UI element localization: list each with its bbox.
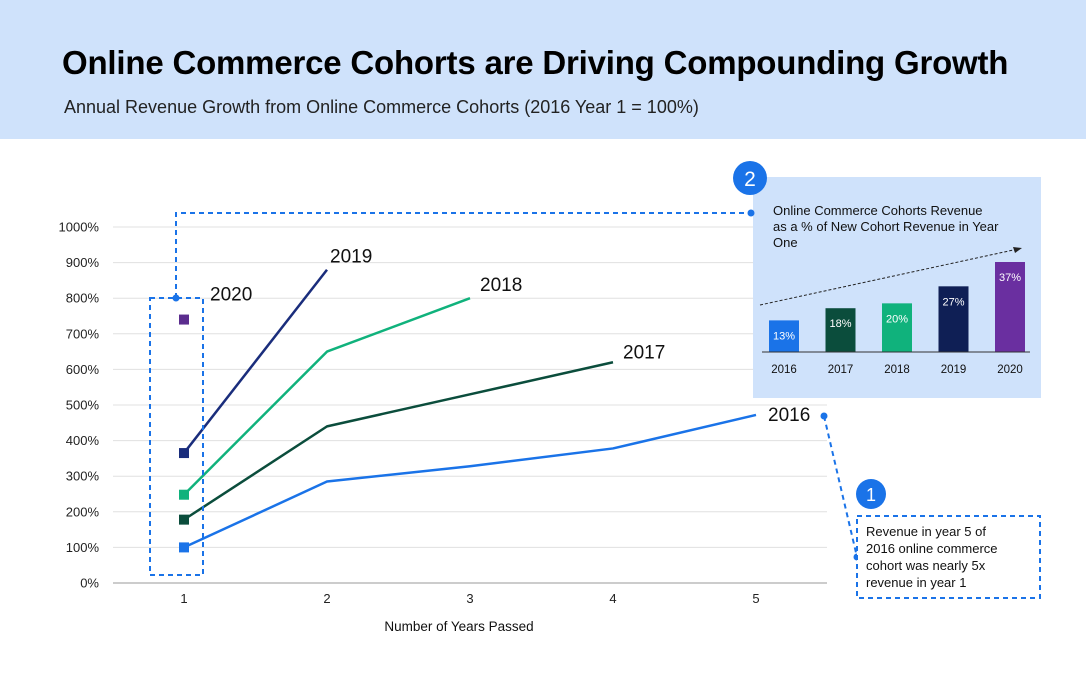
callout-1-text-line: 2016 online commerce xyxy=(866,541,998,556)
callout-1-text-line: revenue in year 1 xyxy=(866,575,966,590)
inset-bar-value-label: 18% xyxy=(829,318,851,330)
y-tick-label: 1000% xyxy=(59,220,100,235)
callout-1-number: 1 xyxy=(866,485,876,505)
series-line-2017 xyxy=(183,361,614,521)
callout-1-box xyxy=(856,515,1041,599)
inset-bar-category-label: 2018 xyxy=(884,364,910,376)
x-tick-label: 3 xyxy=(466,591,473,606)
inset-bar-2018 xyxy=(882,303,912,352)
trend-arrow-line xyxy=(759,248,1019,306)
x-tick-label: 5 xyxy=(752,591,759,606)
year1-highlight-box xyxy=(149,297,204,576)
y-tick-label: 500% xyxy=(66,398,100,413)
series-line-2018 xyxy=(183,297,471,496)
callout-2-dot-start xyxy=(172,294,180,302)
inset-title-line: One xyxy=(773,235,798,250)
series-marker-2018 xyxy=(179,489,189,500)
callout-1-text-line: Revenue in year 5 of xyxy=(866,524,986,539)
inset-title-line: Online Commerce Cohorts Revenue xyxy=(773,203,983,218)
inset-bar-value-label: 27% xyxy=(942,296,964,308)
page-title: Online Commerce Cohorts are Driving Comp… xyxy=(62,44,1009,81)
inset-bar-value-label: 20% xyxy=(886,313,908,325)
y-tick-label: 0% xyxy=(80,576,99,591)
y-tick-label: 200% xyxy=(66,504,100,519)
inset-bar-2016 xyxy=(769,320,799,352)
series-label-2016: 2016 xyxy=(768,405,810,426)
callout-1-dot-start xyxy=(820,412,828,420)
y-tick-label: 800% xyxy=(66,291,100,306)
inset-bar-2017 xyxy=(825,308,856,352)
inset-bar-category-label: 2017 xyxy=(828,364,854,376)
inset-bar-2020 xyxy=(995,262,1025,352)
x-tick-label: 1 xyxy=(180,591,187,606)
inset-bar-2019 xyxy=(938,286,969,352)
series-marker-2016 xyxy=(179,542,189,553)
page-subtitle: Annual Revenue Growth from Online Commer… xyxy=(64,97,699,117)
callout-1-text-line: cohort was nearly 5x xyxy=(866,558,986,573)
callout-2-connector xyxy=(175,212,751,298)
inset-bar-category-label: 2016 xyxy=(771,364,797,376)
y-tick-label: 400% xyxy=(66,433,100,448)
series-label-2020: 2020 xyxy=(210,285,252,306)
inset-bar-category-label: 2020 xyxy=(997,364,1023,376)
inset-bar-value-label: 37% xyxy=(999,272,1021,284)
series-marker-2020 xyxy=(179,314,189,325)
x-tick-label: 4 xyxy=(609,591,616,606)
y-tick-label: 100% xyxy=(66,540,100,555)
callout-2-number: 2 xyxy=(744,168,756,191)
callout-1-connector xyxy=(823,415,858,558)
inset-bar-category-label: 2019 xyxy=(941,364,967,376)
inset-bar-value-label: 13% xyxy=(773,330,795,342)
inset-title-line: as a % of New Cohort Revenue in Year xyxy=(773,219,999,234)
y-tick-label: 900% xyxy=(66,255,100,270)
series-marker-2017 xyxy=(179,514,189,525)
series-line-2019 xyxy=(183,268,328,454)
header-band: Online Commerce Cohorts are Driving Comp… xyxy=(0,0,1086,139)
x-axis-title: Number of Years Passed xyxy=(384,619,533,634)
series-line-2016 xyxy=(183,413,757,549)
series-label-2018: 2018 xyxy=(480,275,522,296)
callout-1-badge xyxy=(856,479,886,509)
callout-2-badge xyxy=(733,161,767,195)
x-tick-label: 2 xyxy=(323,591,330,606)
series-label-2019: 2019 xyxy=(330,247,372,268)
series-label-2017: 2017 xyxy=(623,342,665,363)
inset-panel xyxy=(753,177,1041,398)
y-tick-label: 600% xyxy=(66,362,100,377)
y-tick-label: 700% xyxy=(66,326,100,341)
trend-arrow-head xyxy=(1013,247,1022,253)
y-tick-label: 300% xyxy=(66,469,100,484)
series-marker-2019 xyxy=(179,448,189,459)
callout-2-dot-end xyxy=(747,209,755,217)
